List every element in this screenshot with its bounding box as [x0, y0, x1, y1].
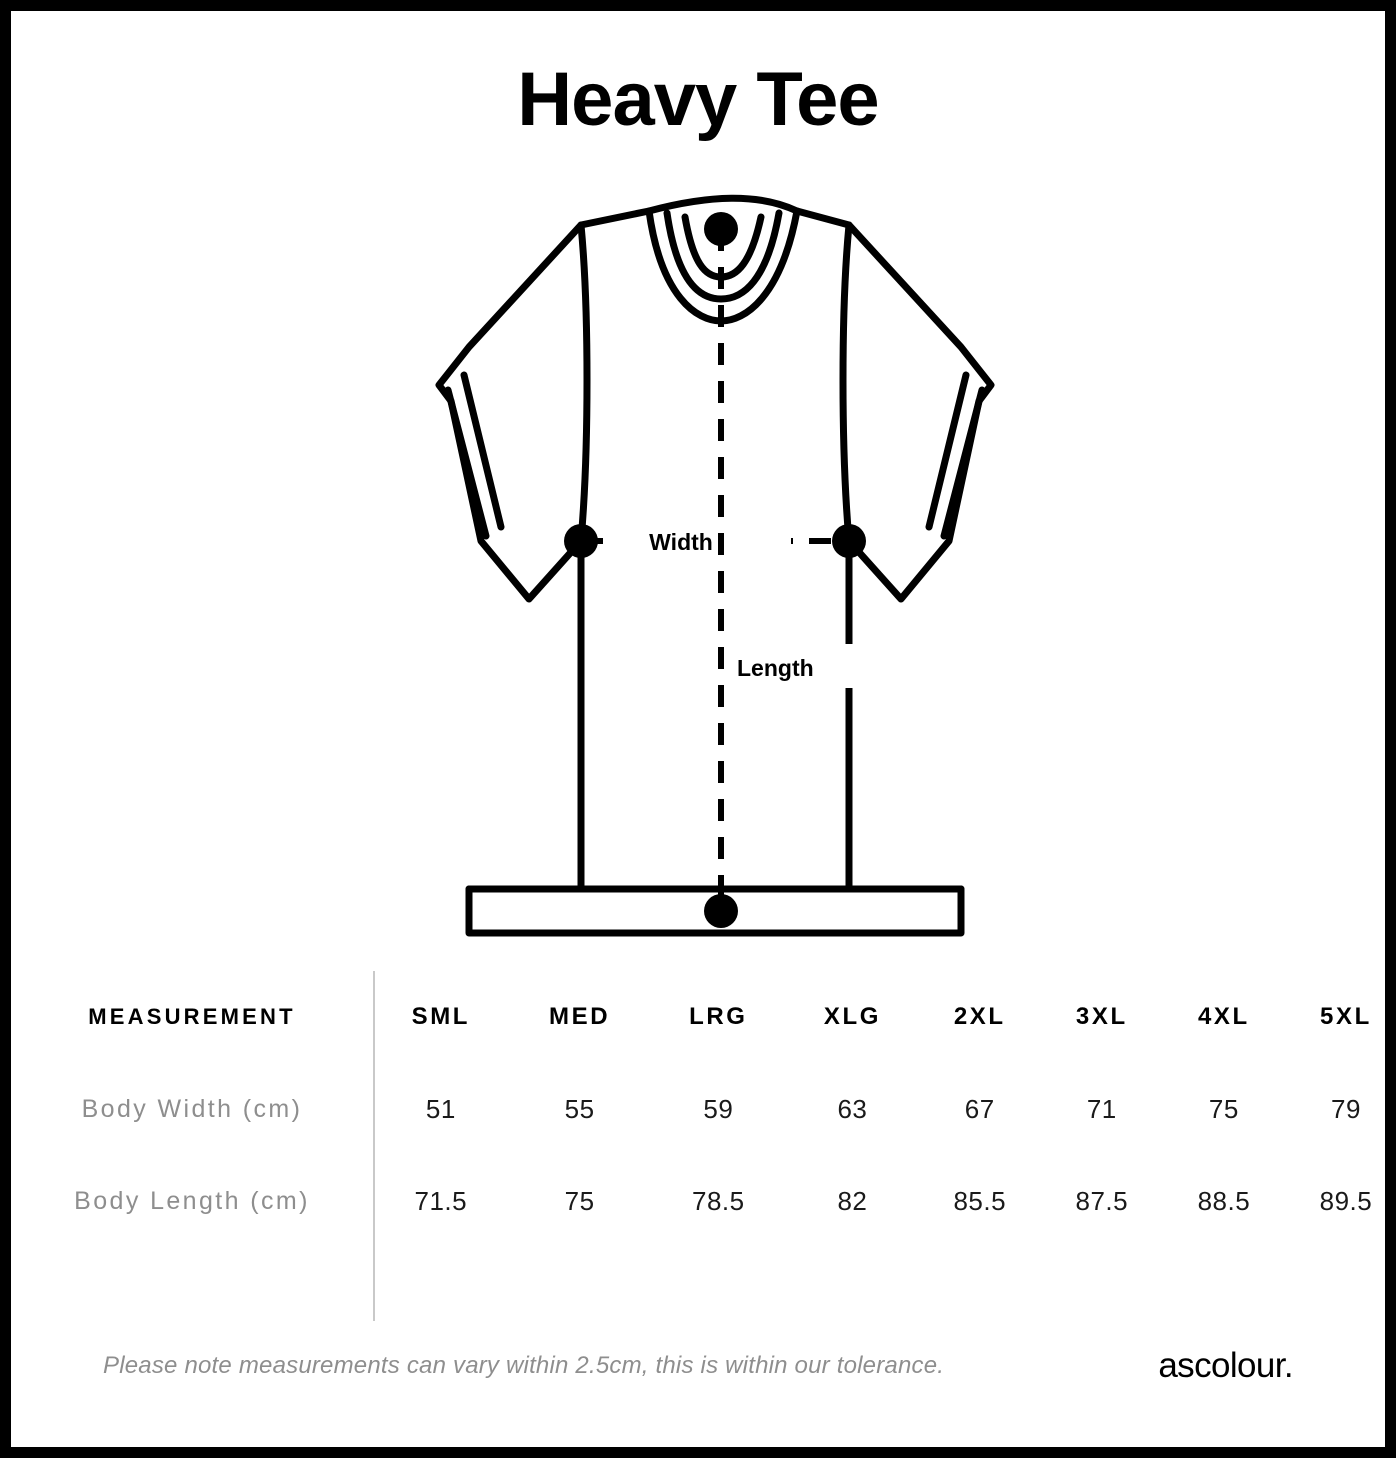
width-label: Width — [649, 529, 713, 555]
table-row: Body Length (cm) 71.5 75 78.5 82 85.5 87… — [11, 1155, 1385, 1247]
body-length-4xl: 88.5 — [1197, 1185, 1251, 1216]
body-width-3xl: 71 — [1086, 1093, 1117, 1124]
body-width-med: 55 — [564, 1093, 595, 1124]
row-label-body-width: Body Width (cm) — [81, 1094, 303, 1123]
body-width-xlg: 63 — [837, 1093, 868, 1124]
size-column-header-sml: SML — [411, 1003, 471, 1030]
width-left-marker — [564, 524, 598, 558]
size-column-header-3xl: 3XL — [1075, 1003, 1128, 1030]
size-column-header-med: MED — [549, 1003, 611, 1030]
size-column-header-5xl: 5XL — [1320, 1003, 1372, 1030]
shoulder-point-marker — [704, 212, 738, 246]
width-right-marker — [832, 524, 866, 558]
hem-point-marker — [704, 894, 738, 928]
measurements-table: MEASUREMENT SML MED LRG XLG 2XL 3XL 4XL … — [11, 971, 1385, 1247]
body-length-3xl: 87.5 — [1075, 1185, 1129, 1216]
body-length-2xl: 85.5 — [953, 1185, 1007, 1216]
size-column-header-xlg: XLG — [823, 1003, 881, 1030]
body-length-med: 75 — [564, 1185, 595, 1216]
measurement-column-header: MEASUREMENT — [88, 1004, 296, 1029]
body-width-4xl: 75 — [1208, 1093, 1239, 1124]
length-label: Length — [737, 655, 814, 681]
tolerance-note: Please note measurements can vary within… — [103, 1352, 945, 1379]
size-column-header-4xl: 4XL — [1197, 1003, 1250, 1030]
table-header-row: MEASUREMENT SML MED LRG XLG 2XL 3XL 4XL … — [11, 971, 1385, 1063]
measurements-table-section: MEASUREMENT SML MED LRG XLG 2XL 3XL 4XL … — [11, 971, 1385, 1326]
row-label-body-length: Body Length (cm) — [74, 1186, 310, 1215]
size-column-header-lrg: LRG — [689, 1003, 748, 1030]
brand-logo: ascolour. — [1158, 1346, 1293, 1385]
page-footer: Please note measurements can vary within… — [103, 1341, 1294, 1391]
t-shirt-diagram: Width Length — [289, 189, 1129, 949]
body-length-lrg: 78.5 — [692, 1185, 745, 1216]
body-length-sml: 71.5 — [414, 1185, 468, 1216]
body-width-sml: 51 — [425, 1093, 456, 1124]
size-column-header-2xl: 2XL — [953, 1003, 1006, 1030]
body-width-5xl: 79 — [1330, 1093, 1361, 1124]
table-vertical-divider — [373, 971, 375, 1321]
body-length-5xl: 89.5 — [1319, 1185, 1373, 1216]
page-title: Heavy Tee — [517, 57, 879, 142]
body-width-lrg: 59 — [703, 1093, 734, 1124]
table-row: Body Width (cm) 51 55 59 63 67 71 75 79 — [11, 1063, 1385, 1155]
body-width-2xl: 67 — [964, 1093, 995, 1124]
body-length-xlg: 82 — [837, 1185, 868, 1216]
